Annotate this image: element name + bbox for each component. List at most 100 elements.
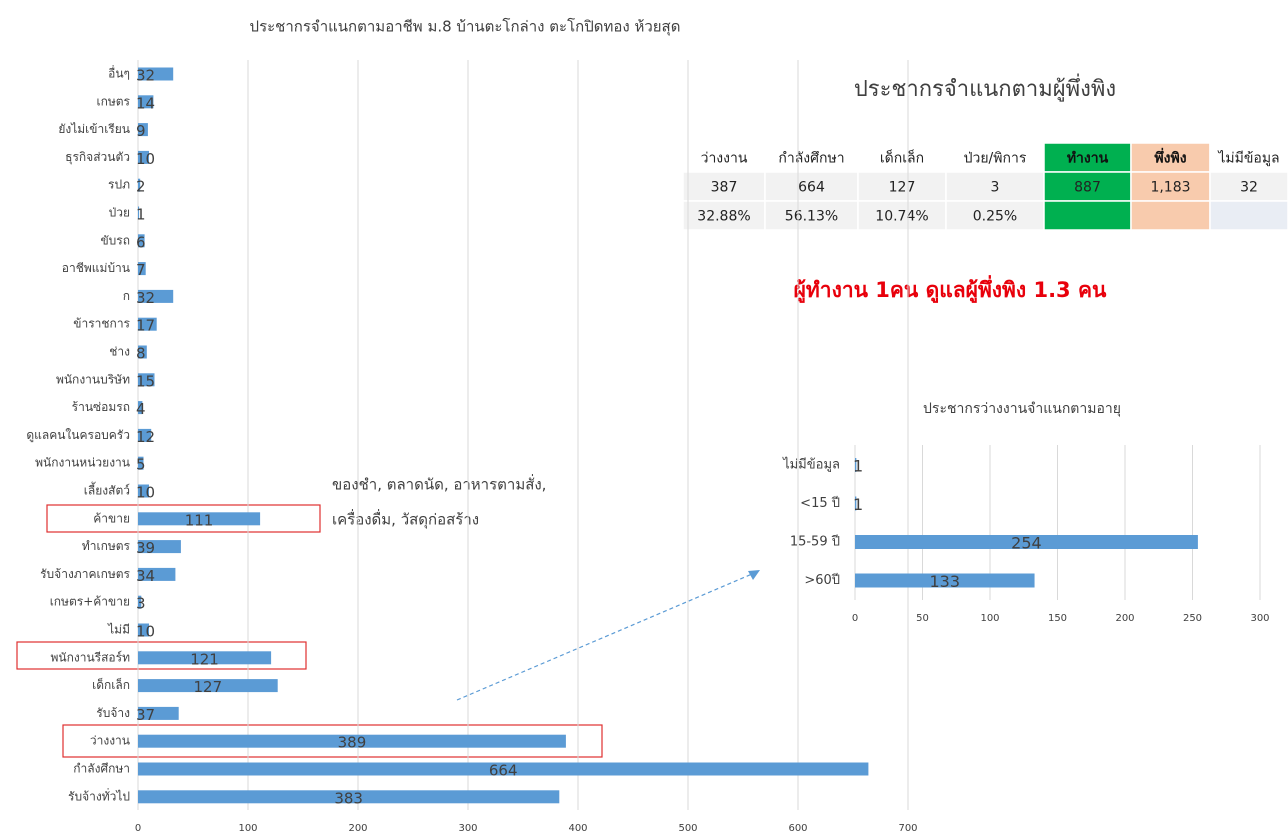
data-label: 17 (136, 317, 155, 335)
table-value: 56.13% (785, 209, 838, 225)
column-header: ทำงาน (1067, 151, 1109, 167)
x-tick-label: 200 (1115, 613, 1134, 624)
data-label: 4 (136, 400, 146, 418)
bar (138, 512, 261, 526)
data-label: 12 (136, 428, 155, 446)
table-title: ประชากรจำแนกตามผู้พึ่งพิง (854, 73, 1116, 102)
data-label: 10 (136, 150, 155, 168)
table-value: 0.25% (973, 209, 1017, 225)
y-tick-label: ช่าง (109, 345, 130, 359)
data-label: 6 (136, 233, 146, 251)
table-value: 387 (711, 180, 738, 196)
table-cell (857, 200, 947, 231)
bar (138, 401, 143, 415)
bar (138, 234, 145, 248)
x-tick-label: 250 (1183, 613, 1202, 624)
bar (138, 428, 152, 442)
bar (138, 651, 272, 665)
y-tick-label: รับจ้างทั่วไป (68, 787, 130, 803)
data-label: 34 (136, 567, 155, 585)
bar (138, 345, 147, 359)
table-value: 32 (1240, 180, 1258, 196)
table-value: 664 (798, 180, 825, 196)
arrow-head (748, 570, 760, 580)
chart-title: ประชากรว่างงานจำแนกตามอายุ (923, 401, 1121, 417)
table-value: 10.74% (875, 209, 928, 225)
x-tick-label: 700 (898, 823, 917, 834)
table-cell (682, 142, 766, 173)
data-label: 7 (136, 261, 146, 279)
highlight-box (46, 504, 321, 533)
bar (138, 95, 154, 109)
column-header: ป่วย/พิการ (964, 151, 1027, 167)
y-tick-label: เกษตร+ค้าขาย (50, 595, 130, 609)
x-tick-label: 150 (1048, 613, 1067, 624)
table-value: 32.88% (697, 209, 750, 225)
data-label: 121 (190, 650, 219, 668)
chart-title: ประชากรจำแนกตามอาชีพ ม.8 บ้านตะโกล่าง ตะ… (250, 18, 681, 37)
table-value: 127 (889, 180, 916, 196)
table-cell (1209, 142, 1288, 173)
ratio-note: ผู้ทำงาน 1คน ดูแลผู้พึ่งพิง 1.3 คน (794, 274, 1107, 304)
x-tick-label: 300 (458, 823, 477, 834)
y-tick-label: พนักงานรีสอร์ท (50, 650, 130, 664)
y-tick-label: เกษตร (96, 94, 130, 108)
y-tick-label: <15 ปี (800, 495, 840, 511)
data-label: 8 (136, 345, 146, 363)
x-tick-label: 600 (788, 823, 807, 834)
table-cell (764, 200, 859, 231)
bar (855, 496, 857, 511)
data-label: 10 (136, 623, 155, 641)
y-tick-label: ว่างงาน (90, 734, 130, 748)
y-tick-label: ป่วย (109, 206, 130, 220)
bar (138, 206, 140, 220)
y-tick-label: ข้าราชการ (73, 317, 130, 331)
column-header: ว่างงาน (701, 151, 748, 167)
y-tick-label: พนักงานบริษัท (56, 372, 130, 386)
bar (138, 706, 179, 720)
bar (138, 679, 278, 693)
y-tick-label: ไม่มีข้อมูล (782, 457, 840, 473)
y-tick-label: ยังไม่เข้าเรียน (58, 122, 130, 136)
highlight-box (62, 724, 603, 758)
table-cell (945, 200, 1045, 231)
bar (138, 484, 149, 498)
bar (138, 456, 144, 470)
bar (138, 373, 155, 387)
column-header: ไม่มีข้อมูล (1217, 150, 1279, 167)
data-label: 37 (136, 706, 155, 724)
x-tick-label: 50 (916, 613, 929, 624)
data-label: 1 (136, 206, 146, 224)
y-tick-label: อื่นๆ (108, 65, 130, 81)
bar (138, 67, 174, 81)
data-label: 15 (136, 372, 155, 390)
arrow (456, 573, 753, 701)
bar (138, 178, 141, 192)
table-cell (1130, 200, 1211, 231)
x-tick-label: 100 (980, 613, 999, 624)
table-cell (682, 200, 766, 231)
bar (855, 573, 1035, 588)
bar (138, 762, 869, 776)
data-label: 32 (136, 67, 155, 85)
y-tick-label: ไม่มี (107, 623, 130, 637)
data-label: 2 (136, 178, 146, 196)
bar (855, 458, 857, 472)
x-tick-label: 100 (238, 823, 257, 834)
y-tick-label: กำลังศึกษา (73, 762, 130, 776)
bar (138, 289, 174, 303)
y-tick-label: ทำเกษตร (82, 539, 131, 553)
data-label: 3 (136, 595, 146, 613)
highlight-box (16, 641, 307, 670)
y-tick-label: ธุรกิจส่วนตัว (65, 150, 130, 165)
y-tick-label: เด็กเล็ก (92, 677, 130, 692)
table-value: 887 (1074, 180, 1101, 196)
data-label: 664 (489, 762, 518, 780)
data-label: 1 (853, 457, 863, 476)
data-label: 1 (853, 495, 863, 514)
table-cell (1043, 200, 1132, 231)
y-tick-label: >60ปี (804, 572, 840, 588)
column-header: กำลังศึกษา (778, 151, 844, 167)
table-cell (945, 171, 1045, 202)
bar (138, 790, 560, 804)
